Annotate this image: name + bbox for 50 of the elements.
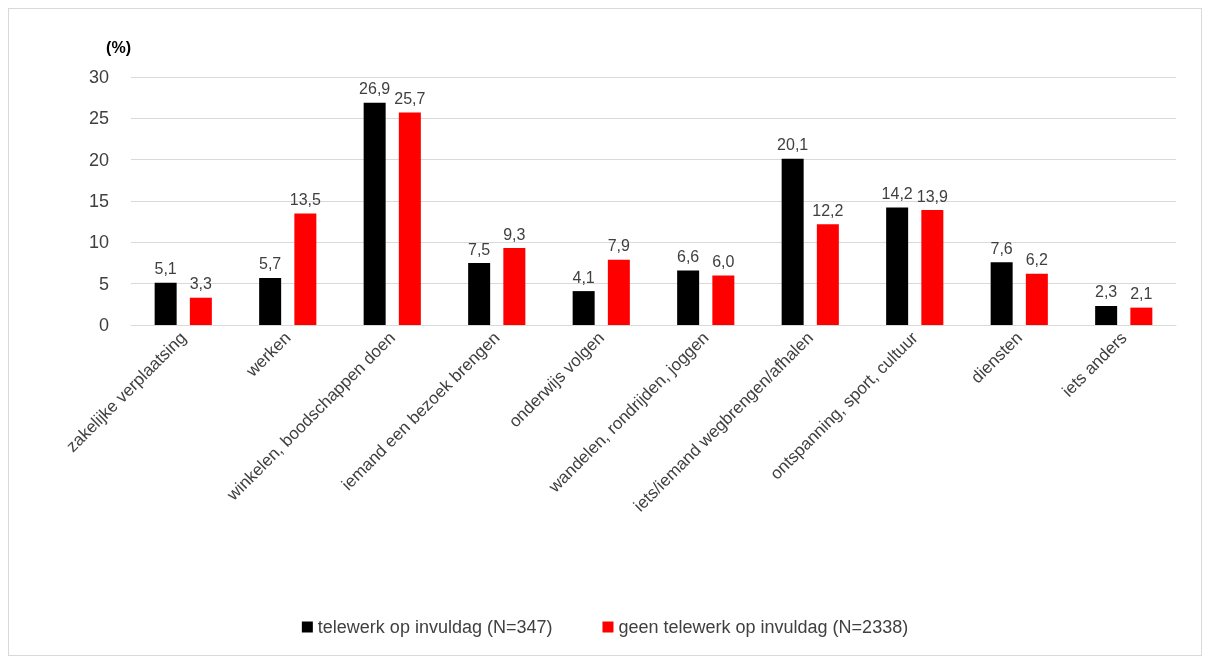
y-axis-title: (%) (106, 38, 131, 56)
legend-label: telewerk op invuldag (N=347) (317, 617, 553, 637)
data-label: 6,2 (1025, 251, 1049, 269)
data-label: 7,9 (607, 237, 631, 255)
bar (503, 248, 526, 325)
data-label: 25,7 (394, 90, 426, 108)
bar (294, 213, 317, 325)
data-label: 7,5 (468, 240, 491, 258)
y-tick-label: 0 (98, 315, 109, 335)
data-label: 4,1 (572, 268, 595, 286)
data-label: 5,1 (154, 260, 177, 278)
y-tick-label: 25 (88, 108, 109, 129)
data-label: 14,2 (881, 185, 913, 203)
bar (259, 277, 282, 325)
legend-label: geen telewerk op invuldag (N=2338) (618, 617, 909, 637)
data-label: 5,7 (259, 255, 282, 273)
bar (572, 291, 595, 325)
data-label: 9,3 (503, 225, 526, 243)
bar (1130, 307, 1153, 325)
bar (781, 158, 804, 325)
bar (607, 259, 630, 325)
bar (816, 224, 839, 325)
data-label: 20,1 (777, 136, 809, 154)
y-tick-label: 10 (88, 232, 109, 253)
bar (1095, 305, 1118, 325)
data-label: 13,9 (916, 187, 949, 205)
y-tick-label: 5 (98, 273, 109, 294)
bar (398, 112, 421, 325)
y-tick-label: 20 (88, 149, 109, 170)
data-label: 12,2 (812, 201, 844, 219)
bar (990, 262, 1013, 325)
data-label: 6,6 (677, 247, 700, 265)
data-label: 26,9 (359, 80, 391, 98)
data-label: 2,1 (1130, 285, 1153, 303)
bar (189, 297, 212, 325)
bar (154, 282, 177, 325)
data-label: 6,0 (712, 252, 735, 270)
bar (677, 270, 700, 325)
y-tick-label: 30 (88, 67, 109, 87)
data-label: 13,5 (289, 190, 322, 208)
data-label: 2,3 (1095, 283, 1118, 301)
bar (712, 275, 735, 325)
bar (921, 210, 944, 325)
data-label: 7,6 (990, 239, 1013, 257)
data-label: 3,3 (189, 275, 213, 293)
bar (468, 263, 491, 325)
y-tick-label: 15 (88, 191, 109, 211)
bar (886, 207, 909, 325)
bar (363, 102, 386, 325)
bar (1025, 273, 1048, 325)
